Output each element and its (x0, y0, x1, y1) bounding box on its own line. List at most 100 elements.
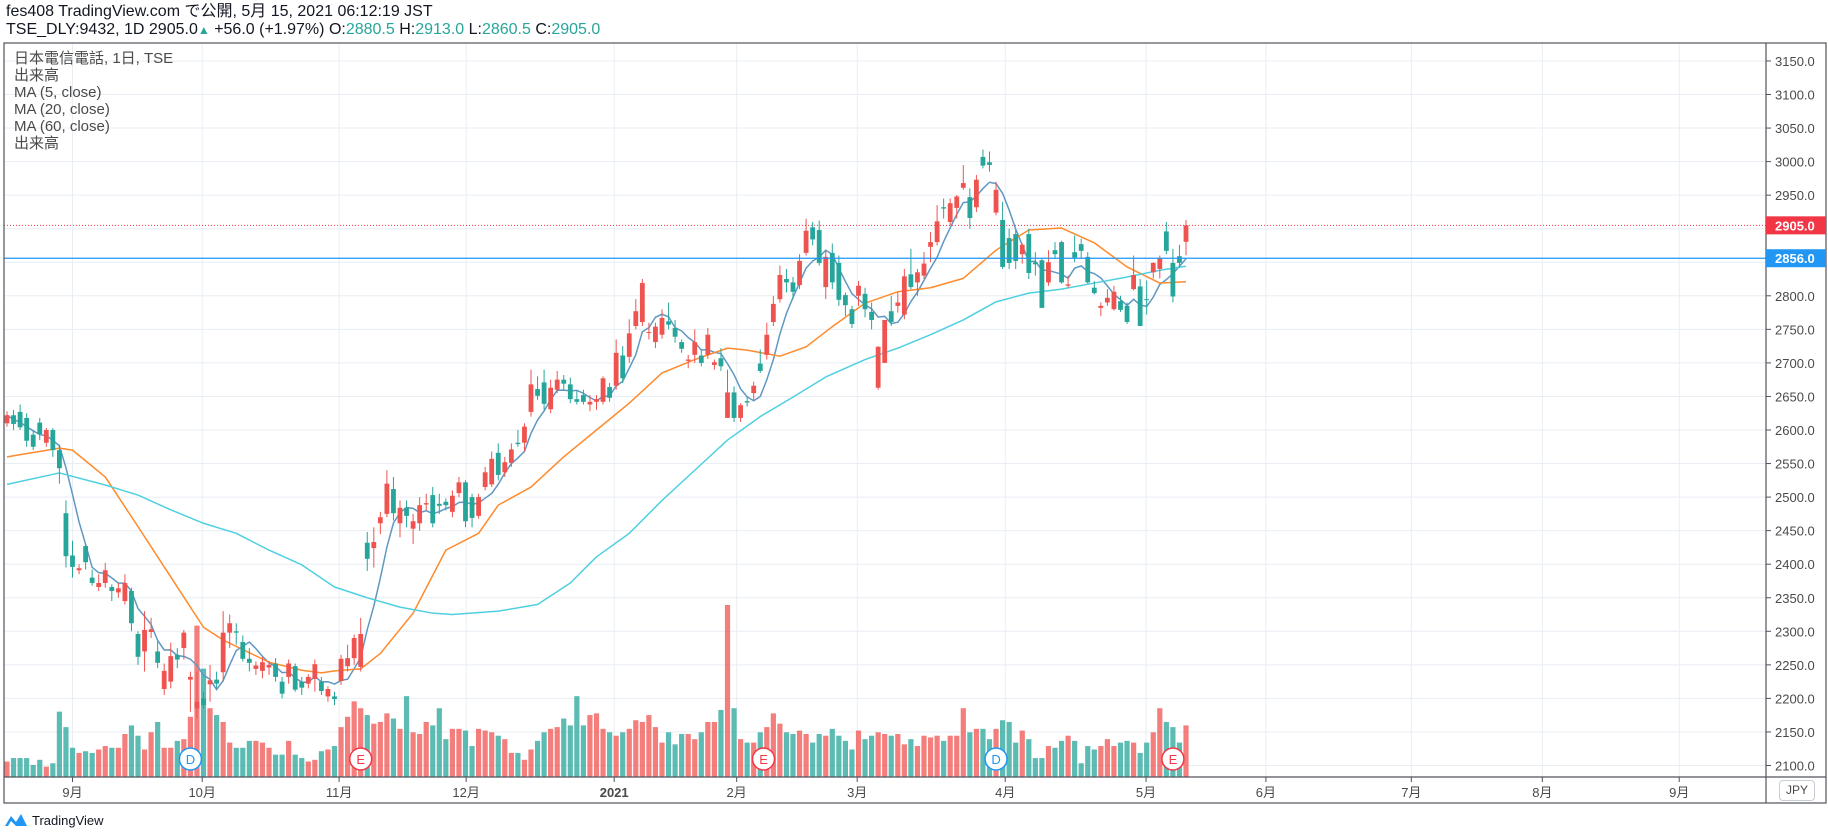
candle-body (653, 326, 658, 343)
earnings-marker[interactable] (1161, 747, 1185, 771)
price-tick-label: 2950.0 (1775, 188, 1815, 203)
volume-bar (1131, 742, 1137, 777)
volume-bar (600, 728, 606, 777)
candle-body (725, 392, 730, 418)
candle-body (338, 658, 344, 681)
volume-bar (96, 749, 102, 777)
candle-body (24, 417, 30, 441)
candle-body (829, 252, 835, 283)
volume-bar (882, 734, 888, 777)
candle-body (364, 542, 370, 559)
volume-bar (292, 754, 298, 777)
candle-body (1131, 274, 1136, 290)
candle-body (594, 399, 599, 402)
candle-body (947, 203, 953, 222)
volume-bar (24, 758, 30, 777)
volume-bar (685, 734, 691, 777)
candle-body (489, 458, 495, 485)
volume-bar (122, 734, 128, 777)
volume-bar (665, 732, 672, 777)
volume-bar (914, 746, 921, 777)
event-marker-label: E (356, 752, 365, 767)
candle-body (1072, 252, 1078, 258)
candle-body (666, 321, 671, 325)
time-tick-label: 3月 (847, 785, 867, 800)
candle-body (456, 482, 462, 494)
candle-body (83, 546, 88, 563)
candle-body (260, 662, 265, 671)
volume-bar (207, 708, 213, 777)
volume-bar (1065, 735, 1071, 777)
time-tick-label: 4月 (995, 785, 1015, 800)
volume-bar (1085, 746, 1091, 777)
volume-bar (168, 747, 174, 777)
volume-bar (849, 749, 855, 777)
dividend-marker[interactable] (178, 747, 203, 771)
volume-bar (973, 728, 979, 777)
candle-body (482, 472, 488, 488)
open-value: 2880.5 (345, 21, 395, 38)
candle-body (1177, 256, 1182, 263)
volume-bar (548, 728, 554, 777)
time-tick-label: 9月 (62, 785, 82, 800)
candle-body (397, 507, 403, 524)
legend-ma20[interactable]: MA (20, close) (14, 101, 110, 118)
candle-body (50, 430, 56, 451)
candle-body (404, 507, 409, 516)
price-tick-label: 3000.0 (1775, 155, 1815, 170)
candle-body (43, 430, 49, 443)
volume-bar (934, 735, 940, 777)
volume-bar (233, 747, 239, 777)
volume-bar (30, 764, 36, 777)
currency-badge[interactable]: JPY (1779, 780, 1815, 801)
candle-body (1052, 250, 1058, 255)
candle-body (1111, 291, 1117, 310)
candle-body (450, 495, 455, 512)
price-tick-label: 2450.0 (1775, 524, 1815, 539)
candle-body (325, 689, 331, 697)
volume-bar (449, 728, 455, 777)
volume-bar (187, 716, 193, 777)
volume-bar (626, 728, 632, 777)
volume-bar (1104, 739, 1110, 777)
time-axis[interactable]: 9月 10月 11月 12月 2021 2月 3月 4月 5月 6月 7月 8月 9月 (62, 777, 1689, 800)
volume-bar (390, 718, 397, 777)
volume-bar (554, 727, 560, 777)
candle-body (102, 570, 108, 583)
candle-body (751, 385, 757, 394)
candle-body (967, 197, 973, 218)
candle-body (161, 670, 167, 690)
volume-bar (947, 735, 953, 777)
volume-bar (220, 721, 226, 777)
dividend-marker[interactable] (984, 747, 1008, 771)
last-price-label-bg (1766, 216, 1826, 235)
candle-body (89, 577, 95, 583)
legend-symbol[interactable]: 日本電信電話, 1日, TSE (14, 50, 174, 67)
candle-body (174, 654, 180, 660)
tradingview-footer[interactable]: TradingView (4, 812, 104, 828)
volume-bar (574, 696, 580, 777)
volume-bar (1045, 746, 1052, 777)
price-tick-label: 2800.0 (1775, 289, 1815, 304)
candle-body (692, 342, 698, 355)
legend-volume[interactable]: 出来高 (14, 67, 60, 84)
candle-body (908, 274, 914, 288)
price-tick-label: 2400.0 (1775, 557, 1815, 572)
candle-body (129, 591, 134, 624)
volume-bar (351, 701, 357, 777)
legend-ma5[interactable]: MA (5, close) (14, 84, 102, 101)
price-tick-label: 2750.0 (1775, 322, 1815, 337)
earnings-marker[interactable] (751, 747, 776, 771)
earnings-marker[interactable] (348, 747, 373, 771)
volume-bar (253, 740, 259, 777)
legend-ma60[interactable]: MA (60, close) (14, 118, 110, 135)
candle-body (168, 656, 174, 682)
volume-bar (37, 759, 43, 777)
legend-volume-2[interactable]: 出来高 (14, 135, 60, 152)
volume-bar (174, 740, 180, 777)
candle-body (1144, 299, 1150, 301)
price-axis[interactable]: 3150.0 3100.0 3050.0 3000.0 2950.0 2800.0 2750… (1766, 54, 1826, 774)
candle-body (1183, 225, 1189, 242)
